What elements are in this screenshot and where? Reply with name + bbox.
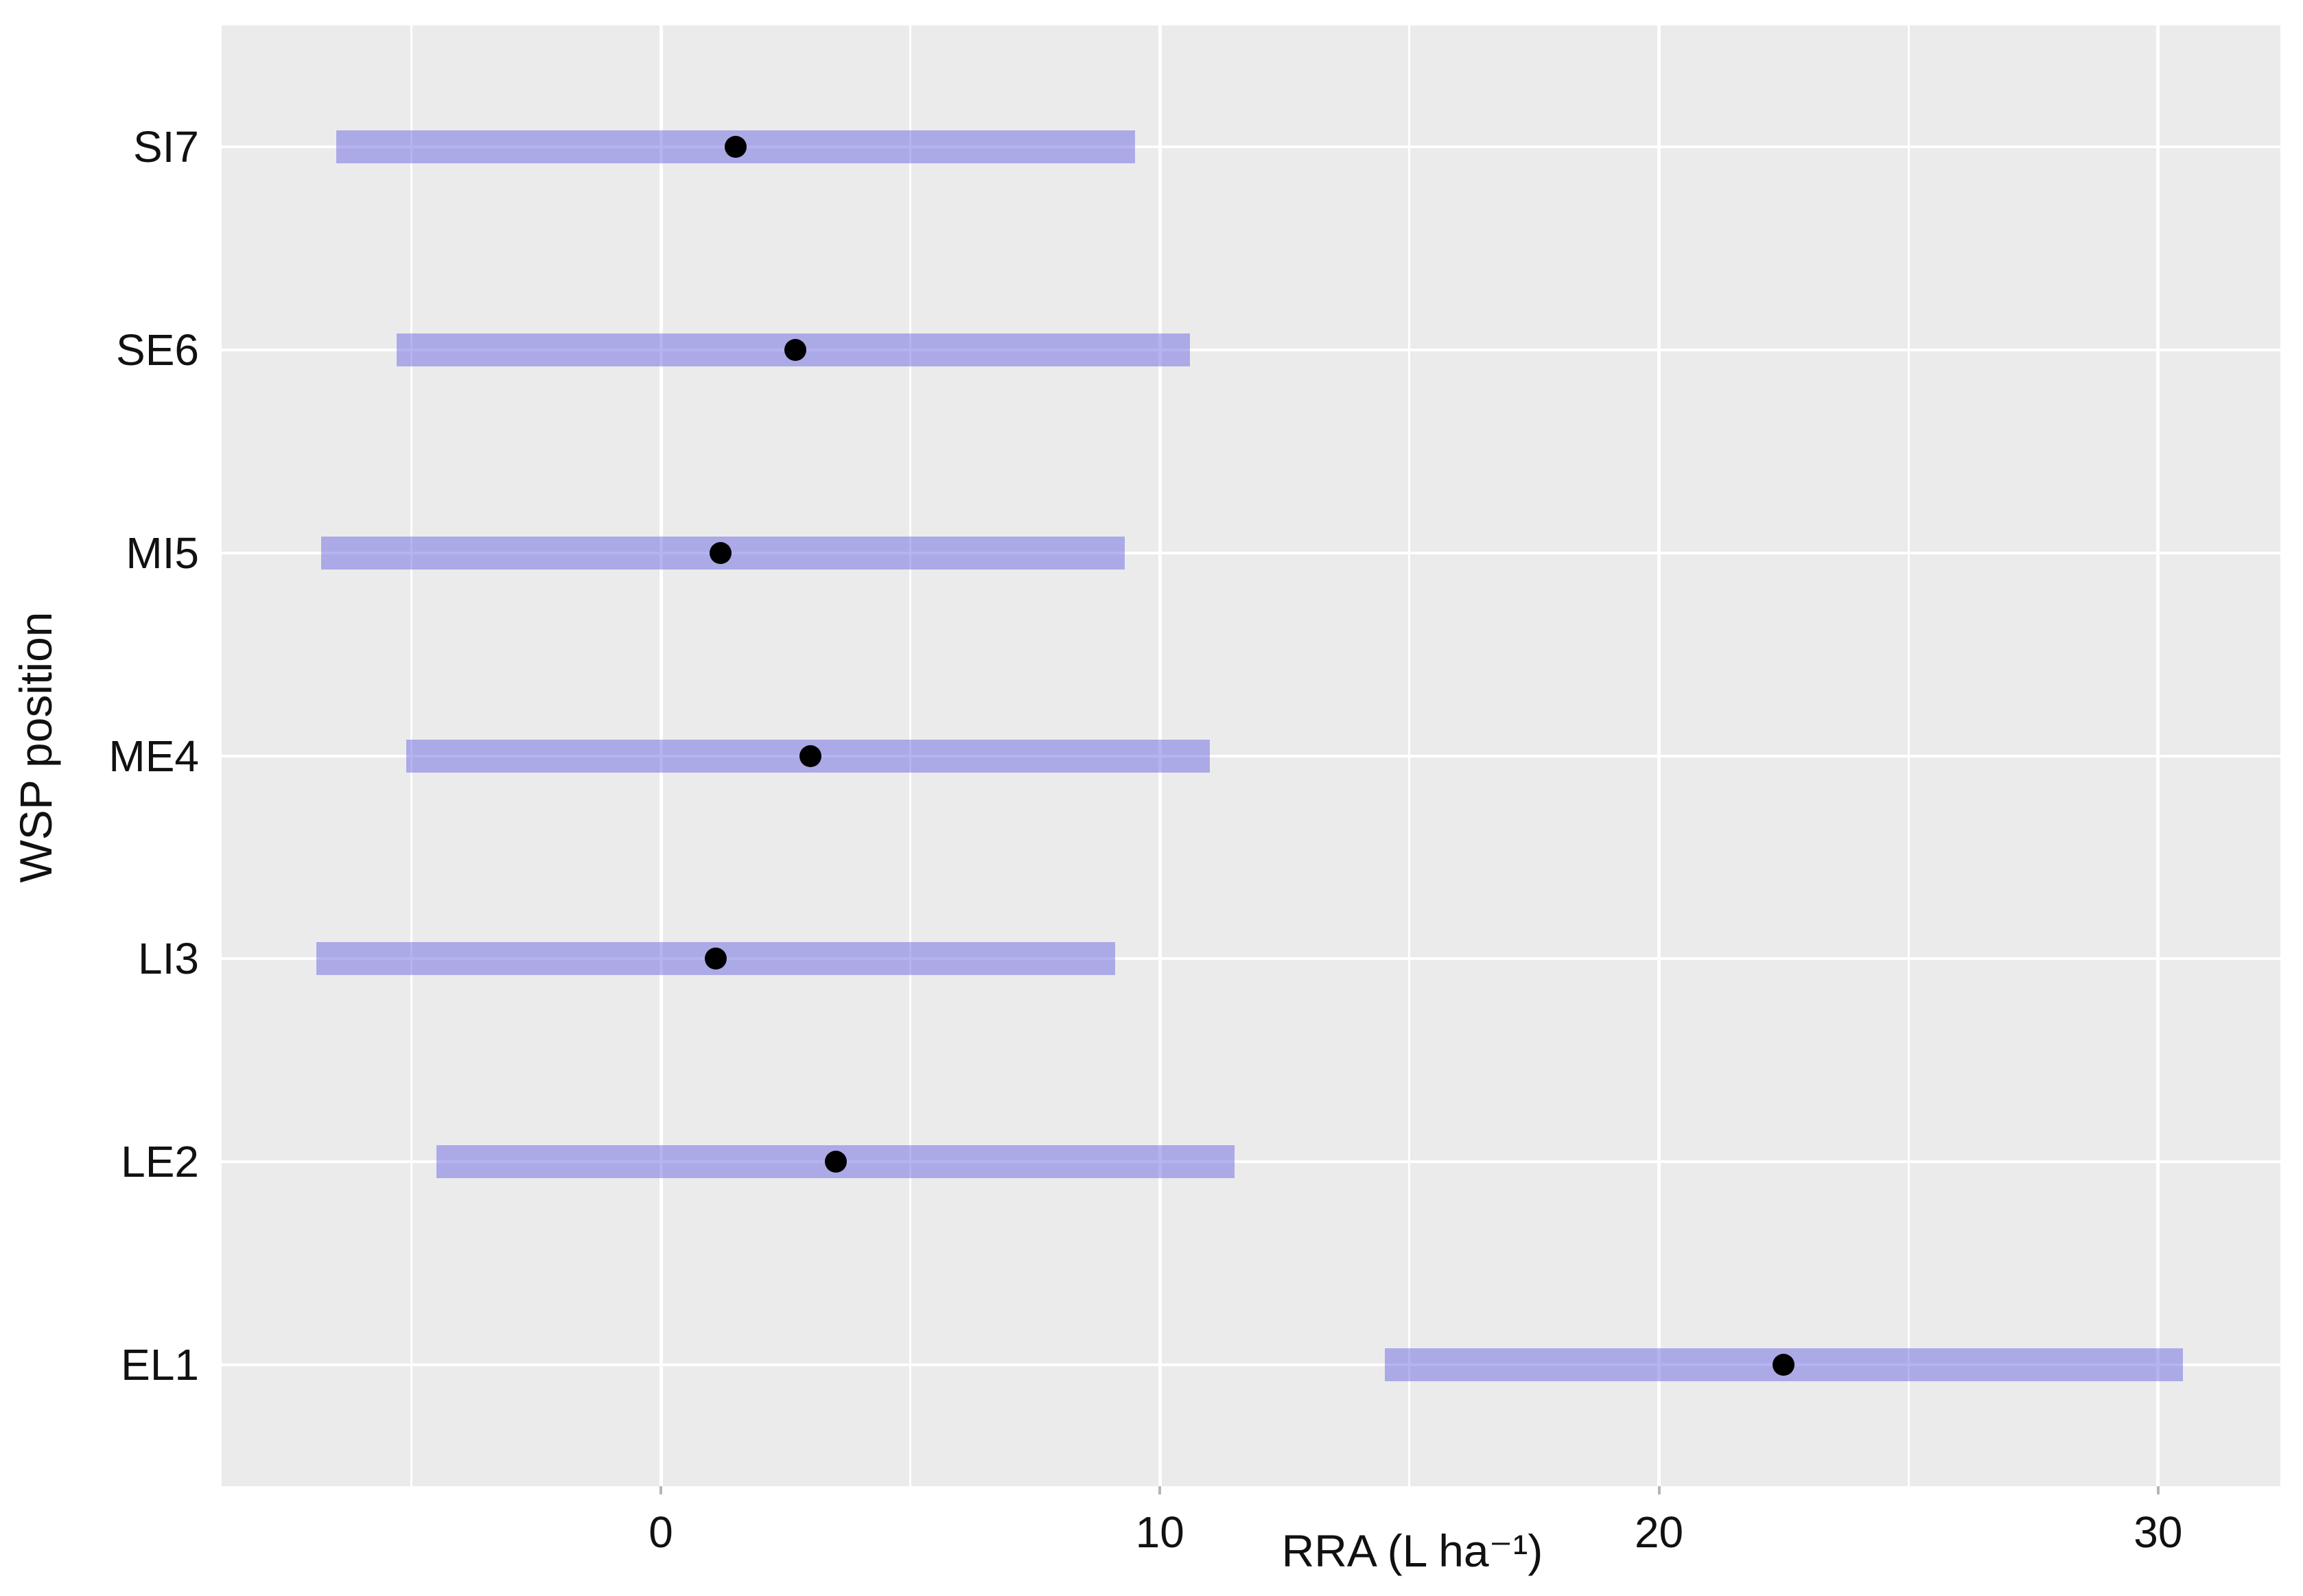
gridline-horizontal-major <box>222 957 2280 961</box>
gridline-horizontal-major <box>222 1160 2280 1163</box>
gridline-horizontal-major <box>222 754 2280 758</box>
y-tick-label: MI5 <box>126 528 199 578</box>
y-tick-label: SE6 <box>116 325 199 375</box>
point-estimate-dot <box>784 339 807 362</box>
x-tick-label: 30 <box>2134 1507 2183 1557</box>
x-tick-label: 20 <box>1634 1507 1684 1557</box>
gridline-horizontal-major <box>222 551 2280 554</box>
point-estimate-dot <box>705 948 727 970</box>
y-axis-title: WSP position <box>10 611 61 883</box>
gridline-horizontal-major <box>222 1363 2280 1366</box>
x-tick-mark <box>1158 1486 1162 1494</box>
x-tick-mark <box>1657 1486 1661 1494</box>
x-tick-label: 0 <box>648 1507 673 1557</box>
y-tick-label: ME4 <box>108 731 199 781</box>
x-tick-mark <box>2156 1486 2160 1494</box>
point-estimate-dot <box>710 541 732 564</box>
x-axis-title: RRA (L ha⁻¹) <box>1281 1525 1543 1576</box>
plot-panel <box>222 25 2280 1486</box>
x-tick-mark <box>659 1486 662 1494</box>
y-tick-label: SI7 <box>132 122 199 172</box>
gridline-horizontal-major <box>222 145 2280 149</box>
point-estimate-dot <box>725 136 747 159</box>
point-estimate-dot <box>824 1150 847 1173</box>
y-tick-label: LE2 <box>121 1136 199 1186</box>
gridline-horizontal-major <box>222 349 2280 352</box>
y-tick-label: EL1 <box>121 1339 199 1389</box>
x-tick-label: 10 <box>1135 1507 1184 1557</box>
y-tick-label: LI3 <box>138 934 199 984</box>
point-estimate-dot <box>799 744 822 767</box>
point-estimate-dot <box>1773 1353 1795 1376</box>
